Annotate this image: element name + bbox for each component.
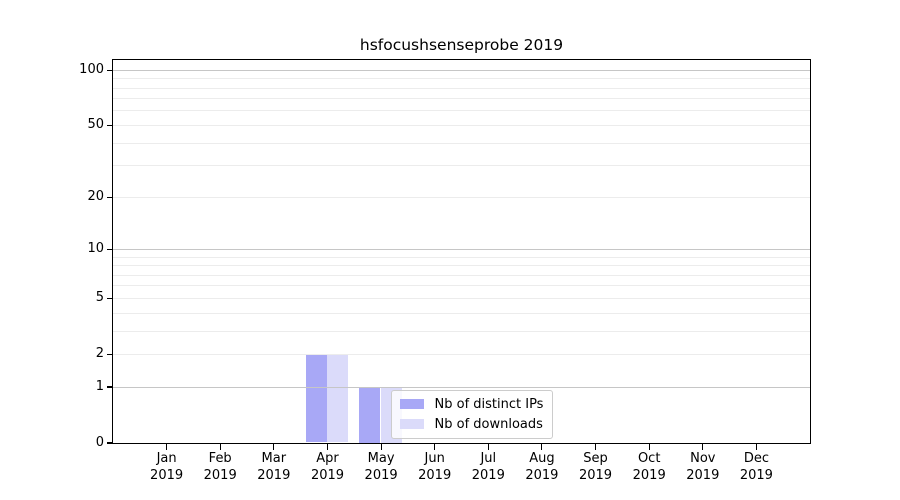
legend-swatch-downloads-icon xyxy=(399,419,424,429)
plot-area: Nb of distinct IPs Nb of downloads xyxy=(111,58,811,444)
gridline-3 xyxy=(112,330,810,332)
gridline-30 xyxy=(112,165,810,167)
chart-title: hsfocushsenseprobe 2019 xyxy=(359,36,564,54)
gridline-80 xyxy=(112,87,810,89)
y-tick-label-2: 2 xyxy=(95,346,104,362)
legend-item-downloads: Nb of downloads xyxy=(399,416,544,432)
y-tickmark-5 xyxy=(107,297,113,299)
x-tickmark-mar xyxy=(273,444,275,450)
legend-swatch-distinct-ips-icon xyxy=(399,399,424,409)
gridline-90 xyxy=(112,78,810,80)
gridlines-layer xyxy=(112,60,810,443)
legend-label-downloads: Nb of downloads xyxy=(434,416,543,432)
x-tickmark-may xyxy=(380,444,382,450)
x-tick-label-may: May 2019 xyxy=(364,451,398,483)
x-tickmark-jul xyxy=(487,444,489,450)
gridline-5 xyxy=(112,297,810,299)
y-tick-label-5: 5 xyxy=(95,290,104,306)
y-tickmark-2 xyxy=(107,353,113,355)
x-tick-label-jan: Jan 2019 xyxy=(150,451,184,483)
gridline-7 xyxy=(112,274,810,276)
x-tick-label-feb: Feb 2019 xyxy=(203,451,237,483)
x-tickmark-oct xyxy=(648,444,650,450)
x-tick-label-jul: Jul 2019 xyxy=(471,451,505,483)
y-tick-label-20: 20 xyxy=(87,189,104,205)
x-tickmark-jan xyxy=(166,444,168,450)
gridline-2 xyxy=(112,353,810,355)
y-tick-label-0: 0 xyxy=(95,435,104,450)
x-tick-label-nov: Nov 2019 xyxy=(686,451,720,483)
y-tickmark-20 xyxy=(107,196,113,198)
y-tickmark-0 xyxy=(107,442,113,444)
x-tickmark-apr xyxy=(326,444,329,450)
x-tickmark-dec xyxy=(755,444,757,450)
x-tick-label-apr: Apr 2019 xyxy=(310,451,345,483)
y-tickmark-1 xyxy=(107,386,113,388)
gridline-20 xyxy=(112,196,810,198)
x-tick-label-dec: Dec 2019 xyxy=(739,451,773,483)
x-tick-label-jun: Jun 2019 xyxy=(418,451,452,483)
gridline-40 xyxy=(112,142,810,144)
y-tick-label-50: 50 xyxy=(87,117,104,133)
x-tickmark-sep xyxy=(594,444,597,450)
y-tickmark-50 xyxy=(107,124,113,126)
gridline-50 xyxy=(112,124,810,126)
x-tickmark-aug xyxy=(541,444,543,450)
y-tick-label-1: 1 xyxy=(95,379,104,394)
gridline-4 xyxy=(112,312,810,314)
bar-distinct-ips-may xyxy=(359,386,381,443)
gridline-60 xyxy=(112,110,810,112)
gridline-8 xyxy=(112,265,810,266)
y-tick-label-10: 10 xyxy=(87,241,104,257)
gridline-70 xyxy=(112,98,810,100)
x-tickmark-feb xyxy=(219,444,221,450)
legend: Nb of distinct IPs Nb of downloads xyxy=(390,389,554,439)
gridline-6 xyxy=(112,285,810,287)
x-tick-label-sep: Sep 2019 xyxy=(578,451,613,483)
x-tick-label-mar: Mar 2019 xyxy=(257,451,291,483)
legend-label-distinct-ips: Nb of distinct IPs xyxy=(434,396,544,412)
bar-distinct-ips-apr xyxy=(305,353,327,443)
x-tick-label-oct: Oct 2019 xyxy=(632,451,666,483)
y-tickmark-10 xyxy=(107,248,113,250)
gridline-9 xyxy=(112,256,810,258)
gridline-10 xyxy=(112,248,810,250)
x-tickmark-jun xyxy=(434,444,436,450)
x-tickmark-nov xyxy=(702,444,704,450)
gridline-1 xyxy=(112,386,810,388)
y-tickmark-100 xyxy=(107,69,113,71)
x-tick-label-aug: Aug 2019 xyxy=(525,451,559,483)
bar-downloads-apr xyxy=(327,353,349,443)
legend-item-distinct-ips: Nb of distinct IPs xyxy=(399,396,544,412)
y-tick-label-100: 100 xyxy=(79,62,104,78)
gridline-100 xyxy=(112,69,810,71)
